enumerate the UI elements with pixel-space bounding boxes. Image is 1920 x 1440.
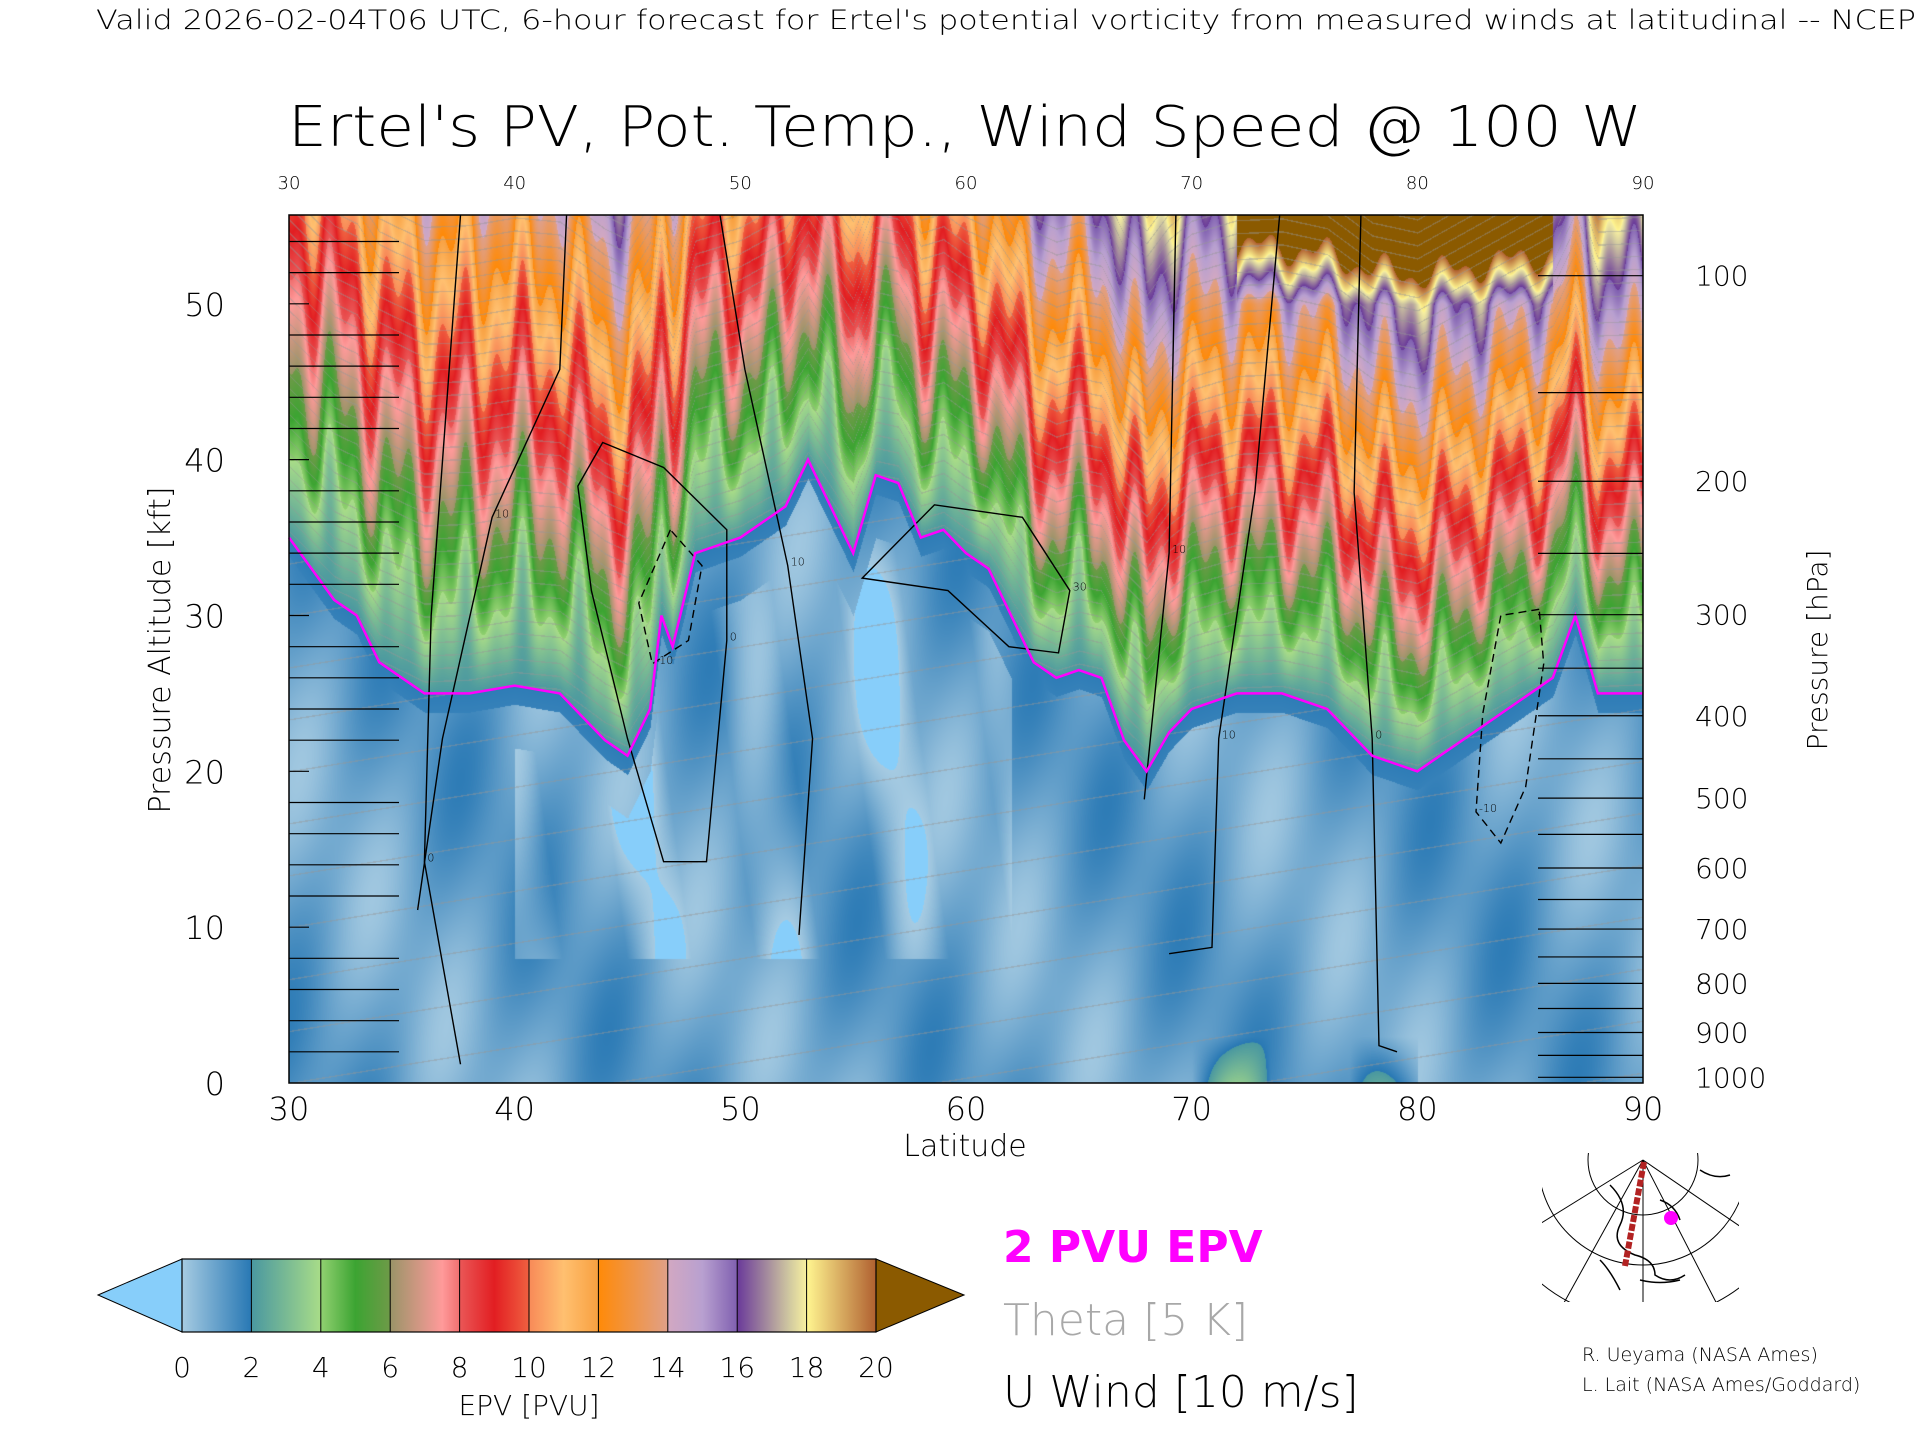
credit-line-2: L. Lait (NASA Ames/Goddard): [1582, 1374, 1860, 1396]
x-tick-label: 90: [1623, 1090, 1664, 1128]
pressure-tick-label: 600: [1695, 852, 1748, 885]
y-tick-label: 40: [184, 442, 225, 480]
wind-contour-label: 30: [1073, 581, 1087, 594]
x-tick-label: 30: [269, 1090, 310, 1128]
x-tick-label: 80: [1397, 1090, 1438, 1128]
colorbar-under-arrow: [96, 1258, 183, 1333]
legend-epv: 2 PVU EPV: [1003, 1222, 1263, 1273]
wind-contour-label: 10: [1222, 729, 1236, 742]
colorbar-tick-label: 12: [581, 1351, 617, 1384]
top-x-tick-label: 80: [1406, 173, 1429, 194]
pressure-axis-title: Pressure [hPa]: [1801, 550, 1834, 751]
x-tick-label: 50: [720, 1090, 761, 1128]
legend-theta: Theta [5 K]: [1003, 1295, 1248, 1346]
colorbar-tick-label: 2: [242, 1351, 260, 1384]
wind-contour: [416, 214, 568, 911]
top-x-tick-label: 30: [278, 173, 301, 194]
x-axis-title: Latitude: [903, 1129, 1026, 1164]
wind-contour-label: 10: [1172, 543, 1186, 556]
y-tick-label: 10: [184, 909, 225, 947]
y-axis-title: Pressure Altitude [kft]: [143, 487, 178, 814]
pressure-tick-label: 1000: [1695, 1061, 1766, 1094]
x-axis-labels: 30 40 50 60 70 80 90: [269, 1090, 1664, 1128]
wind-contour-label: 0: [427, 852, 434, 865]
top-x-tick-label: 60: [955, 173, 978, 194]
wind-contour: [638, 528, 703, 665]
pressure-tick-label: 800: [1695, 967, 1748, 1000]
colorbar-tick-label: 10: [511, 1351, 547, 1384]
pressure-tick-label: 300: [1695, 599, 1748, 632]
location-marker: [1664, 1211, 1678, 1225]
wind-contour: [1168, 214, 1281, 955]
colorbar-dividers: [250, 1259, 808, 1332]
colorbar-over-arrow: [875, 1258, 966, 1333]
colorbar-tick-label: 14: [650, 1351, 686, 1384]
colorbar-tick-label: 6: [381, 1351, 399, 1384]
y-tick-label: 0: [205, 1065, 225, 1103]
y-tick-label: 50: [184, 286, 225, 324]
wind-contour-label: -10: [655, 654, 673, 667]
wind-contour: [860, 504, 1071, 654]
wind-contour-label: -10: [1479, 802, 1497, 815]
x-tick-label: 60: [946, 1090, 987, 1128]
colorbar-tick-label: 4: [312, 1351, 330, 1384]
x-tick-label: 40: [494, 1090, 535, 1128]
pressure-tick-label: 400: [1695, 700, 1748, 733]
top-x-tick-label: 90: [1632, 173, 1655, 194]
y-axis-labels: 0 10 20 30 40 50: [184, 286, 225, 1103]
plot-frame: [288, 214, 1644, 1084]
credit-line-1: R. Ueyama (NASA Ames): [1582, 1344, 1818, 1366]
pressure-tick-label: 100: [1695, 260, 1748, 293]
two-pvu-contour: [287, 456, 1643, 774]
wind-contour: [719, 214, 814, 936]
y-tick-label: 20: [184, 753, 225, 791]
wind-contour: [577, 441, 728, 863]
axis-ticks: [289, 240, 1643, 1078]
valid-time-header: Valid 2026-02-04T06 UTC, 6-hour forecast…: [96, 5, 1916, 36]
colorbar-tick-label: 18: [789, 1351, 825, 1384]
locator-map: [1542, 1153, 1739, 1302]
y-tick-label: 30: [184, 597, 225, 635]
colorbar-tick-label: 16: [719, 1351, 755, 1384]
wind-contour: [423, 214, 462, 1065]
pressure-axis-labels: 100 200 300 400 500 600 700 800 900 1000: [1695, 260, 1766, 1095]
wind-contour-label: 10: [791, 556, 805, 569]
epv-shaded-field: [289, 215, 1643, 1083]
wind-contour-label: 0: [1375, 729, 1382, 742]
pressure-tick-label: 700: [1695, 913, 1748, 946]
x-tick-label: 70: [1171, 1090, 1212, 1128]
pressure-tick-label: 200: [1695, 465, 1748, 498]
wind-contour: [1475, 608, 1545, 845]
colorbar-title: EPV [PVU]: [458, 1389, 599, 1422]
wind-contour: [1143, 214, 1177, 800]
top-x-axis-labels: 30 40 50 60 70 80 90: [278, 173, 1655, 194]
legend-wind: U Wind [10 m/s]: [1003, 1367, 1359, 1418]
pressure-tick-label: 500: [1695, 782, 1748, 815]
pressure-tick-label: 900: [1695, 1016, 1748, 1049]
contour-layer: 0 10 0 10 10 10 0 30 -10 -10: [416, 214, 1545, 1065]
chart-title: Ertel's PV, Pot. Temp., Wind Speed @ 100…: [288, 95, 1642, 160]
top-x-tick-label: 50: [729, 173, 752, 194]
wind-contour-label: 10: [495, 507, 509, 520]
colorbar-tick-labels: 0 2 4 6 8 10 12 14 16 18 20: [173, 1351, 894, 1384]
colorbar-tick-label: 0: [173, 1351, 191, 1384]
top-x-tick-label: 70: [1180, 173, 1203, 194]
colorbar-tick-label: 20: [858, 1351, 894, 1384]
wind-contour-label: 0: [730, 630, 737, 643]
top-x-tick-label: 40: [503, 173, 526, 194]
wind-contour: [1353, 214, 1398, 1053]
colorbar-tick-label: 8: [451, 1351, 469, 1384]
